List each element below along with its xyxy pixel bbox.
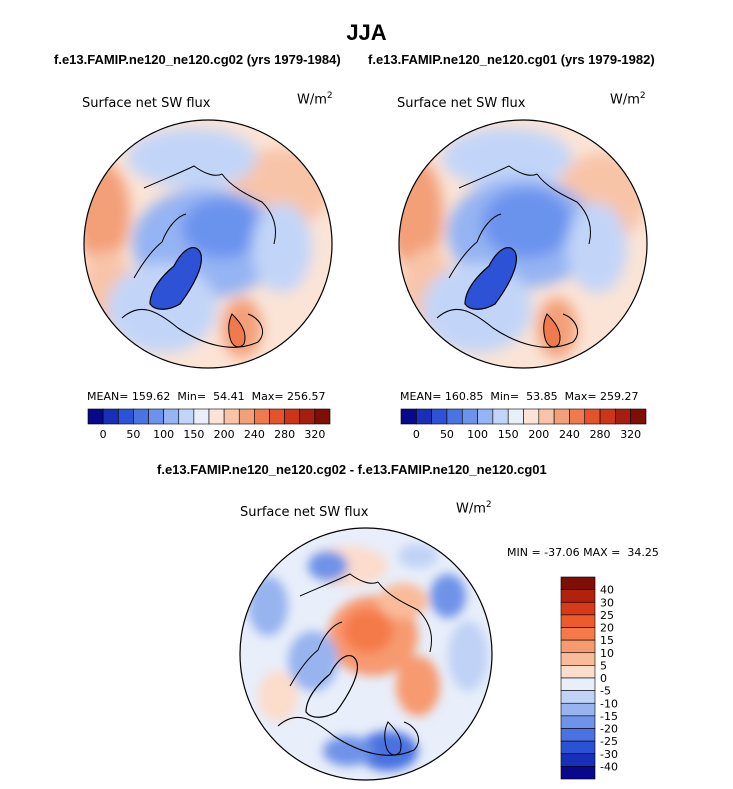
panel1-colorbar-tick-label: 150 (183, 428, 204, 441)
panel1-colorbar-tick-label: 50 (126, 428, 140, 441)
panel2-colorbar-swatch (507, 408, 524, 425)
panel1-colorbar-swatch (238, 408, 255, 425)
diff-title: f.e13.FAMIP.ne120_ne120.cg02 - f.e13.FAM… (157, 462, 547, 477)
panel2-colorbar-swatch (431, 408, 448, 425)
diff-colorbar-tick-label: -40 (600, 760, 618, 773)
diff-colorbar-swatch (560, 589, 596, 603)
panel2-colorbar-swatch (492, 408, 509, 425)
panel1-colorbar-tick-label: 240 (244, 428, 265, 441)
panel2-colorbar-swatch (599, 408, 616, 425)
panel2-colorbar-swatch (584, 408, 601, 425)
panel2-colorbar-tick-label: 100 (467, 428, 488, 441)
diff-colorbar-tick-label: -5 (600, 685, 611, 698)
panel1-stats: MEAN= 159.62 Min= 54.41 Max= 256.57 (87, 390, 326, 403)
diff-units: W/m2 (456, 500, 492, 517)
panel1-colorbar-swatch (87, 408, 104, 425)
panel1-colorbar-swatch (299, 408, 316, 425)
panel1-colorbar-swatch (208, 408, 225, 425)
panel1-colorbar-tick-label: 320 (304, 428, 325, 441)
diff-colorbar-tick-label: 15 (600, 634, 614, 647)
panel2-colorbar-swatch (615, 408, 631, 425)
panel2-colorbar-tick-label: 280 (590, 428, 611, 441)
panel1-colorbar: 0 50 100 150 200 240 280 320 (87, 408, 331, 441)
panel2-colorbar-swatch (569, 408, 586, 425)
panel1-colorbar-tick-label: 280 (274, 428, 295, 441)
panel1-colorbar-swatch (178, 408, 195, 425)
panel2-colorbar-swatch (523, 408, 540, 425)
panel1-colorbar-swatch (223, 408, 240, 425)
diff-stats: MIN = -37.06 MAX = 34.25 (507, 546, 659, 559)
diff-colorbar-tick-label: 40 (600, 584, 614, 597)
panel2-colorbar-tick-label: 320 (620, 428, 641, 441)
panel2-colorbar-swatch (630, 408, 647, 425)
panel2-colorbar-swatch (461, 408, 478, 425)
diff-colorbar-tick-label: 10 (600, 647, 614, 660)
diff-colorbar-tick-label: -25 (600, 735, 618, 748)
panel1-colorbar-swatch (284, 408, 301, 425)
panel1-colorbar-swatch (314, 408, 331, 425)
panel1-variable-label: Surface net SW flux (82, 96, 211, 111)
panel1-colorbar-swatch (148, 408, 164, 425)
diff-colorbar-tick-label: 5 (600, 659, 607, 672)
panel1-colorbar-swatch (193, 408, 210, 425)
diff-colorbar-swatch (560, 665, 596, 679)
diff-colorbar-swatch (560, 677, 596, 691)
diff-colorbar-tick-label: -20 (600, 723, 618, 736)
diff-variable-label: Surface net SW flux (240, 505, 369, 520)
panel2-colorbar-swatch (400, 408, 417, 425)
diff-colorbar-tick-label: 30 (600, 596, 614, 609)
diff-colorbar-tick-label: -15 (600, 710, 618, 723)
diff-colorbar-swatch (560, 753, 596, 767)
panel2-colorbar: 0 50 100 150 200 240 280 320 (400, 408, 647, 441)
panel1-colorbar-tick-label: 200 (214, 428, 235, 441)
panel2-colorbar-tick-label: 150 (498, 428, 519, 441)
diff-colorbar-swatch (560, 715, 596, 729)
panel2-units: W/m2 (610, 91, 646, 108)
panel2-case-title: f.e13.FAMIP.ne120_ne120.cg01 (yrs 1979-1… (368, 52, 655, 67)
diff-colorbar-tick-label: -10 (600, 697, 618, 710)
panel2-colorbar-swatch (538, 408, 555, 425)
panel1-colorbar-tick-label: 0 (100, 428, 107, 441)
diff-colorbar-swatch (560, 614, 596, 628)
panel1-colorbar-swatch (133, 408, 149, 425)
panel2-colorbar-tick-label: 50 (440, 428, 454, 441)
diff-colorbar-swatch (560, 702, 596, 717)
panel1-colorbar-swatch (163, 408, 180, 425)
diff-colorbar-tick-label: -30 (600, 748, 618, 761)
diff-colorbar-swatch (560, 652, 596, 666)
diff-colorbar-tick-label: 25 (600, 609, 614, 622)
panel1-colorbar-swatch (102, 408, 119, 425)
panel2-colorbar-tick-label: 0 (413, 428, 420, 441)
diff-colorbar-swatch (560, 601, 596, 616)
diff-colorbar-swatch (560, 639, 596, 654)
diff-colorbar-swatch (560, 728, 596, 742)
diff-colorbar-swatch (560, 690, 596, 704)
panel1-polar-map (83, 119, 333, 369)
diff-colorbar-tick-label: 0 (600, 672, 607, 685)
panel1-colorbar-tick-label: 100 (153, 428, 174, 441)
panel1-colorbar-swatch (269, 408, 285, 425)
panel1-case-title: f.e13.FAMIP.ne120_ne120.cg02 (yrs 1979-1… (54, 52, 341, 67)
diff-colorbar-tick-label: 20 (600, 622, 614, 635)
panel2-polar-map (398, 119, 648, 369)
diff-polar-map (239, 527, 493, 781)
panel2-colorbar-swatch (416, 408, 432, 425)
panel2-colorbar-tick-label: 200 (528, 428, 549, 441)
panel2-colorbar-swatch (477, 408, 494, 425)
panel1-colorbar-swatch (254, 408, 270, 425)
diff-colorbar-swatch (560, 766, 596, 780)
panel2-colorbar-tick-label: 240 (559, 428, 580, 441)
diff-colorbar-swatch (560, 740, 596, 755)
panel2-colorbar-swatch (446, 408, 463, 425)
panel1-colorbar-swatch (117, 408, 134, 425)
panel2-variable-label: Surface net SW flux (397, 96, 526, 111)
panel2-colorbar-swatch (553, 408, 570, 425)
panel2-stats: MEAN= 160.85 Min= 53.85 Max= 259.27 (400, 390, 639, 403)
diff-colorbar-swatch (560, 627, 596, 641)
season-title: JJA (346, 20, 387, 45)
panel1-units: W/m2 (297, 91, 333, 108)
diff-colorbar-swatch (560, 576, 596, 590)
